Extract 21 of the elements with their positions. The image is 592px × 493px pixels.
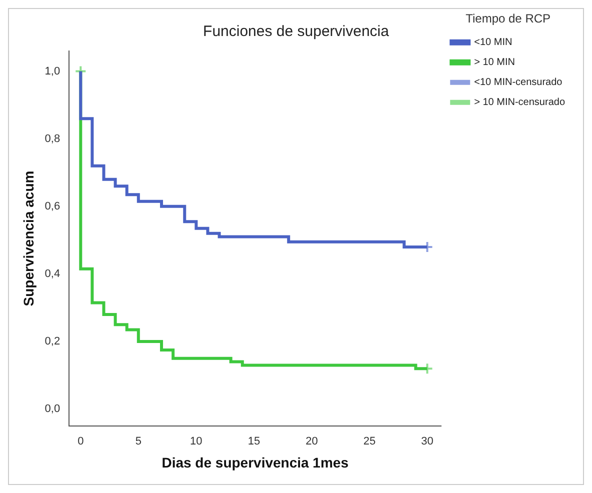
legend-label: <10 MIN — [474, 37, 512, 48]
x-tick-label: 30 — [421, 436, 434, 448]
y-tick-label: 0,0 — [44, 403, 60, 416]
y-tick-label: 0,4 — [44, 268, 60, 280]
y-tick-label: 0,8 — [44, 132, 60, 145]
x-tick-label: 10 — [190, 436, 202, 448]
y-axis-title: Supervivencia acum — [20, 170, 36, 306]
y-tick-label: 1,0 — [44, 65, 60, 78]
x-tick-label: 25 — [363, 436, 376, 448]
y-tick-label: 0,2 — [44, 336, 60, 348]
chart-title: Funciones de supervivencia — [203, 23, 390, 40]
x-axis-title: Dias de supervivencia 1mes — [162, 454, 349, 470]
legend-label: > 10 MIN — [474, 57, 515, 68]
y-tick-label: 0,6 — [44, 200, 60, 212]
x-tick-label: 15 — [248, 436, 260, 448]
x-tick-label: 20 — [306, 436, 318, 448]
x-tick-label: 5 — [135, 436, 142, 448]
legend-label: > 10 MIN-censurado — [474, 97, 566, 108]
legend-label: <10 MIN-censurado — [474, 77, 563, 88]
x-tick-label: 0 — [78, 436, 84, 448]
legend-title: Tiempo de RCP — [466, 11, 551, 26]
